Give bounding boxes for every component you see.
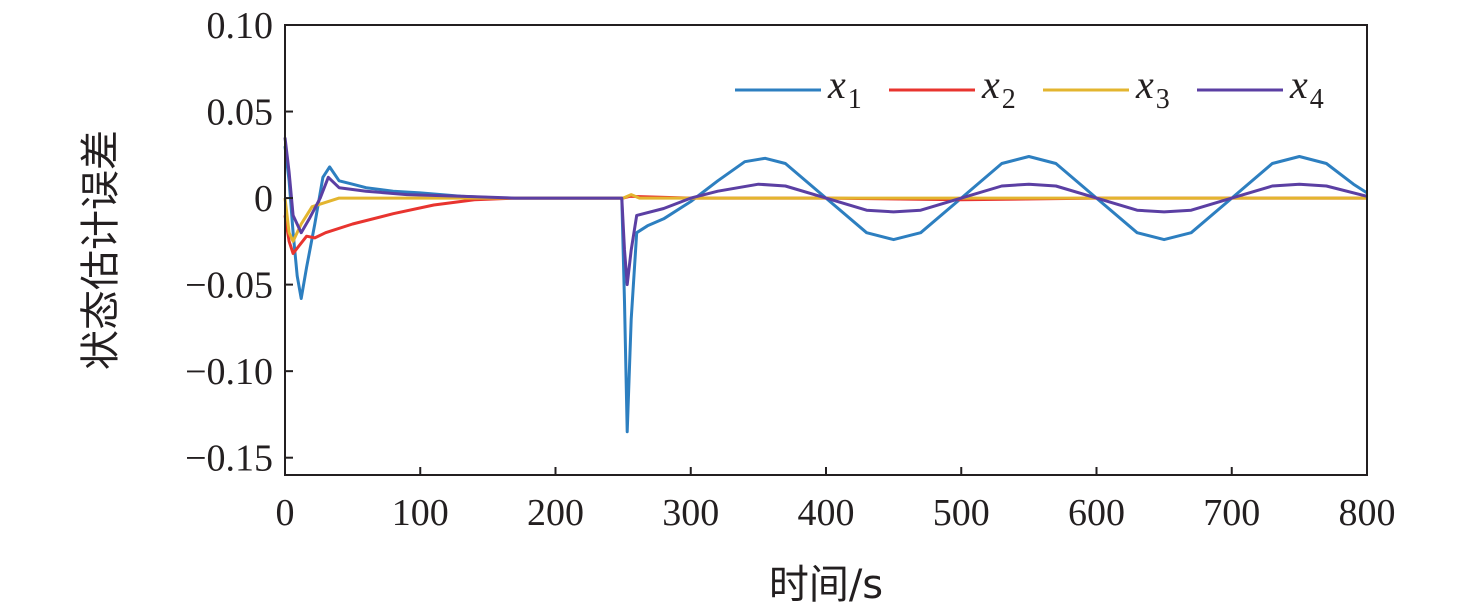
y-tick-label: 0	[254, 178, 273, 220]
x-axis-label: 时间/s	[769, 562, 883, 608]
legend-label-x3: x3	[1135, 62, 1170, 115]
y-tick-label: 0.10	[207, 5, 274, 47]
plot-area	[283, 137, 1368, 434]
x-tick-label: 700	[1203, 492, 1260, 534]
y-tick-label: 0.05	[207, 92, 274, 134]
legend-label-x4: x4	[1289, 62, 1324, 115]
series-line-x1	[283, 146, 1368, 434]
x-tick-label: 100	[392, 492, 449, 534]
y-axis-ticks: 0.10 0.05 0 −0.05 −0.10 −0.15	[185, 5, 293, 480]
x-tick-label: 600	[1068, 492, 1125, 534]
x-tick-label: 0	[276, 492, 295, 534]
x-tick-label: 500	[933, 492, 990, 534]
x-tick-label: 200	[527, 492, 584, 534]
legend-label-x1: x1	[827, 62, 862, 115]
y-tick-label: −0.10	[185, 351, 273, 393]
series-line-x4	[283, 137, 1368, 287]
plot-frame	[284, 24, 1368, 476]
legend: x1 x2 x3 x4	[735, 62, 1324, 115]
y-tick-label: −0.05	[185, 265, 273, 307]
x-tick-label: 300	[662, 492, 719, 534]
x-axis-ticks: 0 100 200 300 400 500 600 700 800	[276, 467, 1396, 534]
x-tick-label: 400	[798, 492, 855, 534]
legend-label-x2: x2	[981, 62, 1016, 115]
y-tick-label: −0.15	[185, 438, 273, 480]
y-axis-label: 状态估计误差	[78, 130, 124, 370]
series-line-x3	[283, 193, 1367, 243]
x-tick-label: 800	[1339, 492, 1396, 534]
